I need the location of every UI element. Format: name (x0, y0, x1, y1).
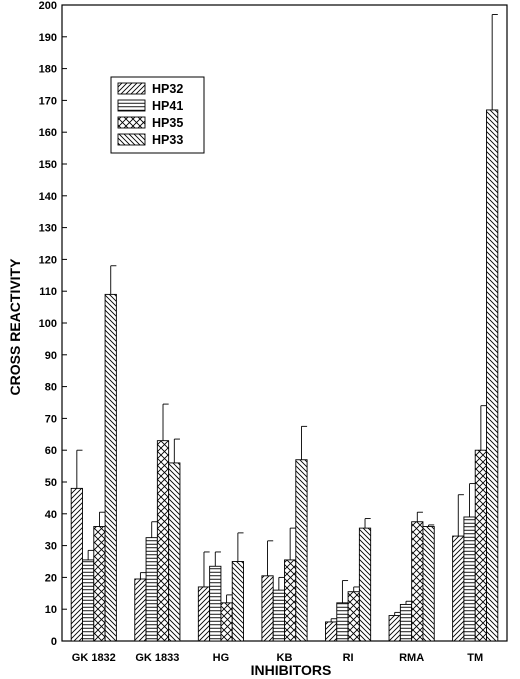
bar-hp33 (358, 527, 372, 642)
bar-hp33 (422, 526, 435, 642)
bar-hp41 (463, 516, 476, 642)
legend-swatch-hp41 (117, 99, 146, 112)
bar-group (388, 511, 435, 642)
y-axis-label: CROSS REACTIVITY (7, 258, 23, 396)
legend-swatch-hp33 (117, 133, 146, 146)
x-tick-label: RMA (399, 652, 424, 664)
y-tick-label: 200 (39, 0, 57, 12)
bar-hp41 (145, 537, 158, 642)
y-tick-label: 10 (45, 604, 57, 616)
bar-group (134, 403, 181, 642)
bar-group (325, 518, 372, 642)
bar-hp33 (104, 293, 117, 642)
x-tick-label: TM (467, 652, 483, 664)
y-tick-label: 170 (39, 95, 57, 107)
y-tick-label: 100 (39, 318, 57, 330)
legend-label: HP35 (152, 116, 183, 130)
bar-group (261, 425, 308, 642)
y-tick-label: 30 (45, 541, 57, 553)
x-tick-label: GK 1833 (135, 652, 179, 664)
y-tick-label: 160 (39, 127, 57, 139)
y-tick-label: 60 (45, 445, 57, 457)
bar-hp33 (231, 561, 244, 642)
y-tick-label: 20 (45, 572, 57, 584)
bar-hp35 (474, 449, 487, 642)
bar-hp32 (70, 487, 83, 642)
legend-label: HP32 (152, 82, 183, 96)
y-tick-label: 80 (45, 382, 57, 394)
bar-hp41 (209, 565, 222, 642)
x-tick-label: GK 1832 (72, 652, 116, 664)
y-tick-label: 110 (39, 286, 57, 298)
bar-hp41 (336, 602, 349, 642)
bar-hp32 (134, 578, 147, 642)
legend-label: HP33 (152, 133, 183, 147)
bar-hp35 (93, 526, 106, 642)
bar-hp32 (452, 535, 465, 642)
x-axis: GK 1832 GK 1833 HG KB RI RMA TM (72, 652, 483, 664)
y-tick-label: 0 (51, 636, 57, 648)
bar-groups (70, 14, 499, 642)
y-tick-label: 190 (39, 32, 57, 44)
y-tick-label: 120 (39, 254, 57, 266)
y-tick-label: 130 (39, 223, 57, 235)
bar-group (452, 14, 499, 642)
bar-hp32 (261, 575, 274, 642)
legend-swatch-hp32 (117, 82, 146, 95)
legend: HP32 HP41 HP35 HP33 (110, 76, 205, 154)
legend-label: HP41 (152, 99, 183, 113)
x-tick-label: RI (343, 652, 354, 664)
bar-hp35 (347, 591, 360, 642)
bar-hp41 (82, 559, 95, 642)
y-tick-label: 40 (45, 509, 57, 521)
legend-swatch-hp35 (117, 116, 146, 129)
x-axis-label: INHIBITORS (251, 662, 332, 678)
x-tick-label: KB (277, 652, 293, 664)
y-tick-label: 70 (45, 413, 57, 425)
y-axis: 0 10 20 30 40 50 60 70 80 90 100 110 120 130 140 150 160… (39, 0, 67, 648)
bar-hp41 (272, 589, 285, 642)
y-tick-label: 90 (45, 350, 57, 362)
bar-hp35 (411, 521, 424, 642)
bar-hp32 (197, 586, 211, 642)
bar-group (70, 265, 117, 642)
bar-hp32 (325, 621, 338, 642)
y-tick-label: 50 (45, 477, 57, 489)
bar-hp41 (399, 603, 413, 642)
bar-hp33 (486, 109, 499, 642)
bar-hp35 (284, 559, 297, 642)
bar-group (197, 532, 244, 642)
y-tick-label: 140 (39, 191, 57, 203)
bar-hp35 (156, 440, 170, 642)
y-tick-label: 150 (39, 159, 57, 171)
bar-hp33 (168, 462, 181, 642)
bar-hp32 (388, 615, 401, 642)
y-tick-label: 180 (39, 64, 57, 76)
bar-hp35 (220, 602, 233, 642)
bar-hp33 (295, 459, 308, 642)
x-tick-label: HG (213, 652, 230, 664)
